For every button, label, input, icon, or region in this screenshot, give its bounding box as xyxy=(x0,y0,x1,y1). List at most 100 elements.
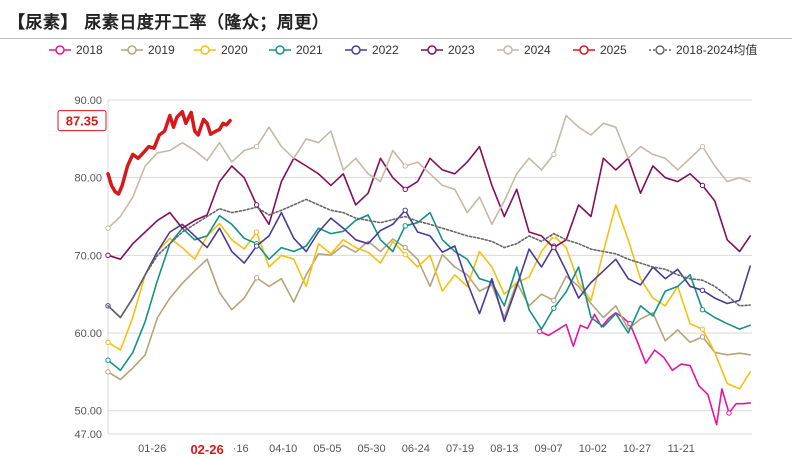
data-point xyxy=(105,369,111,375)
x-tick-label: 01-26 xyxy=(138,443,166,455)
legend-item: 2018-2024均值 xyxy=(649,42,757,57)
data-point xyxy=(699,287,706,294)
legend-swatch-marker xyxy=(655,45,665,55)
data-point xyxy=(253,243,260,249)
y-axis: 90.00 80.00 70.00 60.00 50.00 47.00 xyxy=(74,95,102,441)
data-point xyxy=(402,244,408,251)
legend-item: 2021 xyxy=(269,43,323,57)
legend-swatch-marker xyxy=(503,45,513,55)
data-point xyxy=(402,207,408,213)
data-point xyxy=(105,252,111,259)
y-tick-label: 60.00 xyxy=(74,328,102,340)
x-tick-label: 05-05 xyxy=(313,443,341,455)
series-2022 xyxy=(105,207,752,323)
series-line xyxy=(107,209,752,323)
series-line xyxy=(107,114,752,229)
series-line xyxy=(106,109,232,196)
x-tick-label: 10-27 xyxy=(623,443,651,455)
series-2018 xyxy=(536,311,752,426)
x-axis: 01-26 02-26 ·16 04-10 05-05 05-30 06-24 07-19 08… xyxy=(138,442,695,457)
data-point xyxy=(105,225,111,231)
page-title: 【尿素】 尿素日度开工率（隆众；周更） xyxy=(8,13,330,33)
data-point xyxy=(105,357,111,363)
legend-swatch-marker xyxy=(127,45,137,55)
data-point xyxy=(699,326,706,332)
data-point xyxy=(699,182,706,189)
series-line xyxy=(107,145,752,261)
x-tick-label: 11-21 xyxy=(668,443,695,455)
series-group xyxy=(105,109,752,426)
data-point xyxy=(726,410,732,416)
legend-label: 2025 xyxy=(600,43,627,57)
data-point xyxy=(402,163,408,169)
y-tick-label: 70.00 xyxy=(74,250,102,262)
legend-label: 2023 xyxy=(448,43,475,57)
series-line xyxy=(107,198,752,319)
legend: 2018 2019 2020 2021 2022 2023 2024 2025 2018-202… xyxy=(49,42,757,57)
data-point xyxy=(699,143,706,150)
legend-item: 2024 xyxy=(497,43,551,57)
y-tick-label: 47.00 xyxy=(74,429,102,441)
series-2021 xyxy=(105,211,752,372)
legend-swatch-marker xyxy=(579,45,589,55)
legend-label: 2019 xyxy=(148,43,175,57)
series-line xyxy=(538,311,752,426)
x-tick-label: 05-30 xyxy=(358,443,386,455)
data-point xyxy=(536,328,543,335)
legend-label: 2021 xyxy=(296,43,323,57)
legend-item: 2023 xyxy=(421,43,475,57)
series-2025 xyxy=(106,109,232,196)
legend-swatch-marker xyxy=(200,45,210,55)
series-2019 xyxy=(105,238,752,381)
data-point xyxy=(402,251,408,258)
data-point xyxy=(402,223,408,229)
data-point xyxy=(551,305,557,311)
data-point xyxy=(253,143,260,150)
series-line xyxy=(107,204,752,390)
series-2023 xyxy=(105,145,752,261)
legend-label: 2020 xyxy=(221,43,248,57)
callout-box xyxy=(57,110,107,132)
x-tick-label: 06-24 xyxy=(402,443,430,455)
data-point xyxy=(253,229,260,235)
data-point xyxy=(551,297,557,304)
x-tick-label: 08-13 xyxy=(490,443,518,455)
y-tick-label: 80.00 xyxy=(74,173,102,185)
x-tick-label: 09-07 xyxy=(534,443,562,455)
legend-item: 2020 xyxy=(194,43,248,57)
legend-label: 2018-2024均值 xyxy=(676,42,757,57)
last-value-callout: 87.35 xyxy=(57,110,107,132)
y-tick-label: 90.00 xyxy=(74,95,102,107)
legend-item: 2019 xyxy=(121,43,175,57)
legend-swatch-marker xyxy=(427,45,437,55)
legend-swatch-marker xyxy=(275,45,285,55)
series-line xyxy=(107,238,752,381)
data-point xyxy=(551,151,557,158)
data-point xyxy=(699,334,706,340)
legend-item: 2025 xyxy=(573,43,627,57)
legend-label: 2024 xyxy=(524,43,551,57)
callout-label: 87.35 xyxy=(66,114,99,129)
x-tick-label: 04-10 xyxy=(269,443,297,455)
x-tick-label: 02-26 xyxy=(190,442,223,457)
legend-item: 2022 xyxy=(345,43,399,57)
legend-swatch-marker xyxy=(351,45,361,55)
series-2020 xyxy=(105,204,752,390)
title-divider xyxy=(0,38,792,39)
data-point xyxy=(402,186,408,193)
series-2018-2024均值 xyxy=(107,198,752,319)
x-tick-label: 10-02 xyxy=(579,443,607,455)
series-2024 xyxy=(105,114,752,231)
data-point xyxy=(551,244,557,251)
x-tick-label: 07-19 xyxy=(446,443,474,455)
data-point xyxy=(253,275,260,281)
legend-item: 2018 xyxy=(49,43,103,57)
x-tick-label: ·16 xyxy=(233,443,249,455)
data-point xyxy=(699,307,706,313)
legend-swatch-marker xyxy=(55,45,65,55)
data-point xyxy=(105,339,111,346)
y-tick-label: 50.00 xyxy=(74,406,102,418)
legend-label: 2022 xyxy=(372,43,399,57)
legend-label: 2018 xyxy=(76,43,103,57)
